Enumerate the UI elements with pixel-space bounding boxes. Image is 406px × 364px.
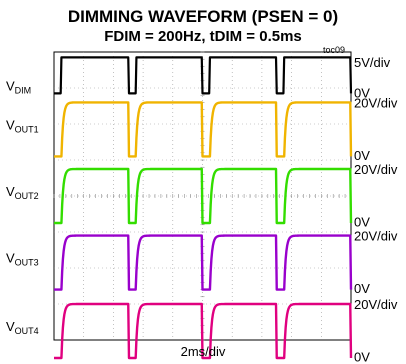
zero-label-vdim: 0V (354, 85, 370, 100)
trace-vdim (53, 56, 353, 95)
zero-label-vout2: 0V (354, 215, 370, 230)
channel-label-sub: OUT4 (15, 326, 39, 336)
trace-vout3 (53, 234, 353, 291)
channel-label-sub: DIM (15, 85, 32, 95)
trace-vout4 (53, 302, 353, 360)
x-axis-label: 2ms/div (181, 344, 226, 359)
zero-label-vout4: 0V (354, 350, 370, 364)
channel-label-main: V (6, 251, 15, 266)
channel-label-vout4: VOUT4 (6, 319, 39, 336)
channel-label-main: V (6, 184, 15, 199)
labels: VDIM5V/div0VVOUT120V/div0VVOUT220V/div0V… (6, 55, 398, 364)
traces (53, 56, 353, 360)
scale-label-vout1: 20V/div (354, 95, 398, 110)
channel-label-vout1: VOUT1 (6, 117, 39, 134)
scale-label-vout2: 20V/div (354, 162, 398, 177)
channel-label-main: V (6, 78, 15, 93)
channel-label-vout2: VOUT2 (6, 184, 39, 201)
channel-label-sub: OUT1 (15, 124, 39, 134)
trace-vout1 (53, 101, 353, 158)
scale-label-vout3: 20V/div (354, 229, 398, 244)
channel-label-sub: OUT2 (15, 191, 39, 201)
channel-label-main: V (6, 319, 15, 334)
scale-label-vout4: 20V/div (354, 297, 398, 312)
scale-label-vdim: 5V/div (354, 55, 391, 70)
channel-label-main: V (6, 117, 15, 132)
channel-label-sub: OUT3 (15, 258, 39, 268)
chart-title: DIMMING WAVEFORM (PSEN = 0) (67, 7, 339, 26)
trace-vout2 (53, 167, 353, 225)
chart-subtitle: FDIM = 200Hz, tDIM = 0.5ms (104, 28, 302, 45)
zero-label-vout1: 0V (354, 148, 370, 163)
grid (53, 51, 352, 341)
figure-tag: toc09 (323, 45, 346, 55)
channel-label-vdim: VDIM (6, 78, 31, 95)
zero-label-vout3: 0V (354, 281, 370, 296)
channel-label-vout3: VOUT3 (6, 251, 39, 268)
